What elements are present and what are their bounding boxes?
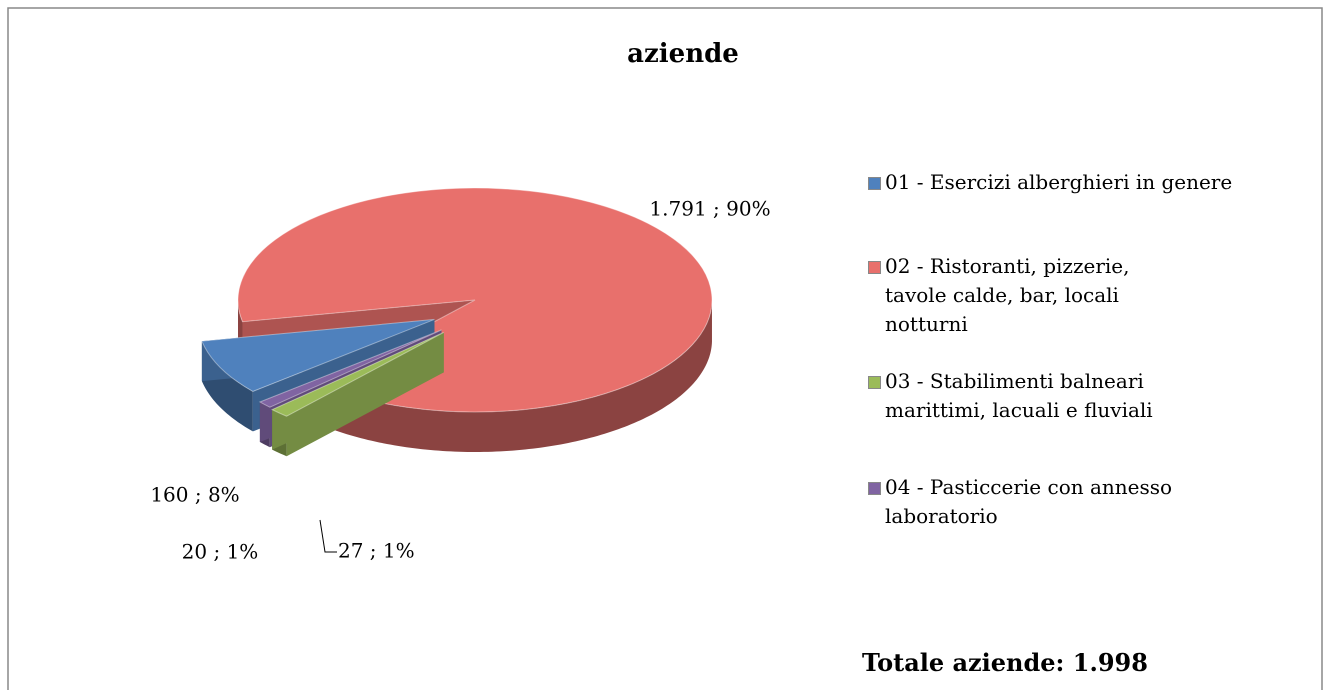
slice-edge [272,332,444,450]
data-label: 20 ; 1% [182,540,259,564]
legend-swatch [868,376,881,389]
slice [258,329,442,408]
legend-entry: 01 - Esercizi alberghieri in genere [868,168,1308,197]
data-label: 1.791 ; 90% [649,197,770,221]
slice [270,331,444,417]
data-label: 160 ; 8% [150,483,239,507]
legend-label: 02 - Ristoranti, pizzerie, tavole calde,… [885,254,1130,336]
legend-label: 03 - Stabilimenti balneari marittimi, la… [885,369,1153,422]
legend-entry: 04 - Pasticcerie con annesso laboratorio [868,473,1308,531]
leader-line [319,519,337,553]
data-label: 27 ; 1% [338,539,415,563]
legend-entry: 02 - Ristoranti, pizzerie, tavole calde,… [868,252,1308,339]
slice-side [317,301,712,452]
legend-label: 01 - Esercizi alberghieri in genere [885,170,1233,194]
annotation: Totale aziende: 1.998 [862,648,1148,677]
legend-swatch [868,177,881,190]
chart-title: aziende [627,39,739,69]
slice [201,318,435,392]
legend-swatch [868,482,881,495]
slice [237,187,713,413]
legend-swatch [868,261,881,274]
legend-label: 04 - Pasticcerie con annesso laboratorio [885,475,1173,528]
legend-entry: 03 - Stabilimenti balneari marittimi, la… [868,367,1308,425]
chart-frame [7,7,1323,690]
